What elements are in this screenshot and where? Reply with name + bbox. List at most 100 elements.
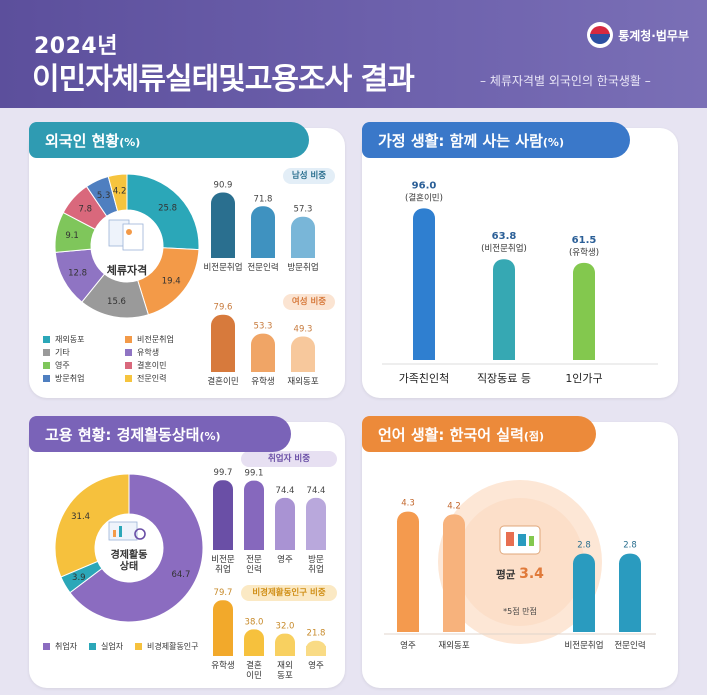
employed-ratio-category-label: 방문 취업 <box>308 554 324 575</box>
legend-label: 비전문취업 <box>137 335 174 344</box>
employed-ratio-pill: 취업자 비중 <box>241 451 337 467</box>
language-category-label: 재외동포 <box>438 640 469 651</box>
language-bar <box>397 511 419 632</box>
panel3-title-tab: 고용 현황: 경제활동상태(%) <box>29 416 291 452</box>
employed-ratio-bar <box>244 480 264 550</box>
panel-foreigner-status: 25.8 19.4 15.6 12.8 9.1 7.8 5.3 4.2 체류자격 90.9 비전문취… <box>29 128 345 398</box>
female-ratio-pill: 여성 비중 <box>283 294 335 310</box>
legend-label: 전문인력 <box>137 374 167 383</box>
employed-ratio-bar <box>306 497 326 550</box>
household-value-label: 61.5 <box>572 235 597 246</box>
econ-pie-slice <box>69 473 204 623</box>
male-ratio-bar-base <box>251 246 275 258</box>
language-bar <box>443 514 465 632</box>
household-sublabel: (비전문취업) <box>481 243 527 254</box>
panel-household: 96.0 (결혼이민) 가족친인척 63.8 (비전문취업) 직장동료 등 61.5 (유학생… <box>362 128 678 398</box>
org-name: 통계청·법무부 <box>618 28 689 43</box>
legend-item: 전문인력 <box>125 372 207 385</box>
legend-swatch <box>125 336 132 343</box>
legend-item: 재외동포 <box>43 333 125 346</box>
male-ratio-value-label: 90.9 <box>214 181 233 191</box>
inactive-ratio-value-label: 38.0 <box>245 617 264 627</box>
household-sublabel: (결혼이민) <box>405 192 443 203</box>
employed-ratio-bar-base <box>213 540 233 550</box>
status-pie-slice-label: 9.1 <box>65 231 79 241</box>
status-pie-slice-label: 25.8 <box>158 203 177 213</box>
panel3-unit: (%) <box>199 430 221 443</box>
female-ratio-bar-base <box>211 360 235 372</box>
econ-pie-slice <box>54 473 130 578</box>
inactive-ratio-value-label: 32.0 <box>276 622 295 632</box>
hangul-char-icon <box>529 536 534 546</box>
female-ratio-bar-base <box>251 360 275 372</box>
household-bar <box>573 262 595 360</box>
average-score: 평균 3.4 <box>496 566 544 582</box>
legend-swatch <box>43 336 50 343</box>
legend-swatch <box>89 643 96 650</box>
legend-label: 비경제활동인구 <box>147 642 199 651</box>
inactive-ratio-category-label: 결혼 이민 <box>246 660 262 681</box>
household-bar <box>493 259 515 360</box>
employed-ratio-category-label: 영주 <box>277 554 293 565</box>
inactive-ratio-value-label: 79.7 <box>214 588 233 598</box>
legend-swatch <box>125 349 132 356</box>
panel-employment: 64.7 3.9 31.4 경제활동 상태 99.7 비전문 취업 99.1 전문 인력 74.4 영주… <box>29 422 345 688</box>
panel1-legend: 재외동포 비전문취업 기타 유학생 영주 결혼이민 방문취업 전문인력 <box>43 333 207 385</box>
page-subtitle: – 체류자격별 외국인의 한국생활 – <box>480 74 651 88</box>
legend-item: 비경제활동인구 <box>135 640 235 653</box>
male-ratio-bar <box>211 192 235 258</box>
panel3-chart-area: 64.7 3.9 31.4 경제활동 상태 99.7 비전문 취업 99.1 전문 인력 74.4 영주… <box>54 468 326 681</box>
female-ratio-value-label: 79.6 <box>214 303 233 313</box>
inactive-ratio-value-label: 21.8 <box>307 629 326 639</box>
panel2-chart-area: 96.0(결혼이민) 가족친인척 63.8(비전문취업) 직장동료 등 61.5(유학생… <box>382 180 658 385</box>
panel4-title-tab: 언어 생활: 한국어 실력(점) <box>362 416 596 452</box>
inactive-ratio-bar <box>213 600 233 656</box>
hangul-char-icon <box>518 534 526 546</box>
panel4-unit: (점) <box>523 430 545 443</box>
female-ratio-value-label: 53.3 <box>254 322 273 332</box>
status-pie-slice-label: 19.4 <box>162 276 181 286</box>
legend-item: 실업자 <box>89 640 135 653</box>
page-title: 이민자체류실태및고용조사 결과 <box>32 62 415 97</box>
legend-label: 취업자 <box>55 642 78 651</box>
language-bar-base <box>619 622 641 632</box>
female-ratio-category-label: 유학생 <box>251 376 274 387</box>
employed-ratio-category-label: 비전문 취업 <box>211 554 235 575</box>
header-year: 2024년 <box>34 34 118 59</box>
employed-ratio-bar-base <box>275 540 295 550</box>
language-value-label: 2.8 <box>623 541 637 551</box>
panel-language: 4.3 영주 4.2 재외동포 2.8 비전문취업 2.8 전문인력 평균 3.4 *5점 만점 <box>362 422 678 688</box>
legend-swatch <box>125 362 132 369</box>
panel3-legend: 취업자 실업자 비경제활동인구 <box>43 640 235 653</box>
language-bar-base <box>573 622 595 632</box>
legend-item: 기타 <box>43 346 125 359</box>
male-ratio-bar <box>251 206 275 258</box>
female-ratio-bar <box>211 314 235 372</box>
male-ratio-category-label: 방문취업 <box>287 262 318 273</box>
male-ratio-category-label: 전문인력 <box>247 262 278 273</box>
legend-swatch <box>43 349 50 356</box>
language-value-label: 4.3 <box>401 499 415 509</box>
inactive-ratio-category-label: 유학생 <box>211 660 234 671</box>
male-ratio-value-label: 57.3 <box>294 205 313 215</box>
legend-swatch <box>43 375 50 382</box>
status-pie-slice <box>107 173 128 212</box>
legend-swatch <box>135 643 142 650</box>
legend-swatch <box>43 362 50 369</box>
status-pie-center-label: 체류자격 <box>107 263 147 277</box>
legend-item: 비전문취업 <box>125 333 207 346</box>
legend-label: 결혼이민 <box>137 361 167 370</box>
org-badge: 통계청·법무부 <box>587 22 689 48</box>
inactive-ratio-pill: 비경제활동인구 비중 <box>241 585 337 601</box>
household-sublabel: (유학생) <box>569 247 599 258</box>
score-note: *5점 만점 <box>503 606 537 616</box>
employed-ratio-bar-base <box>306 540 326 550</box>
employed-ratio-bar-base <box>244 540 264 550</box>
female-ratio-bar-base <box>291 360 315 372</box>
language-category-label: 전문인력 <box>614 640 645 651</box>
legend-label: 방문취업 <box>55 374 85 383</box>
household-category-label: 가족친인척 <box>399 372 450 385</box>
female-ratio-category-label: 결혼이민 <box>207 376 238 387</box>
language-category-label: 영주 <box>400 640 416 651</box>
inactive-ratio-category-label: 재외 동포 <box>277 660 293 681</box>
